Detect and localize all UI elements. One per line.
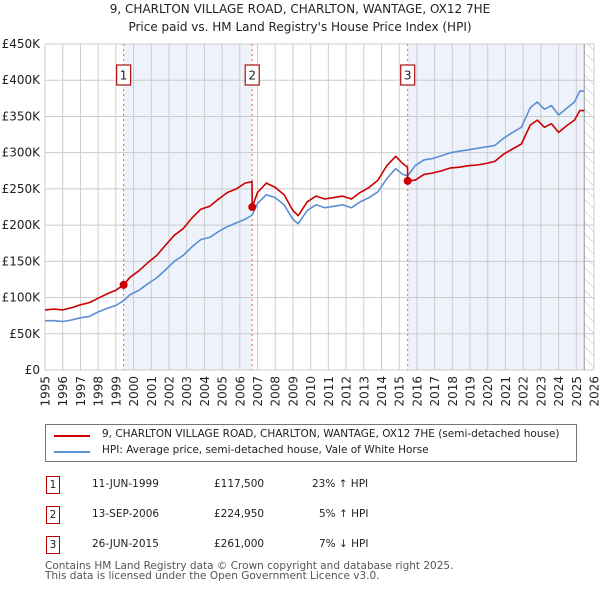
y-tick-label: £100K	[2, 291, 42, 305]
legend-label: HPI: Average price, semi-detached house,…	[102, 444, 429, 456]
sale-hpi-diff: 7% ↓ HPI	[319, 538, 369, 550]
forecast-hatch	[584, 44, 594, 370]
x-tick-label: 2014	[375, 376, 389, 407]
sale-number-badge: 3	[46, 536, 60, 554]
sale-price: £117,500	[214, 478, 265, 490]
sale-number-badge: 1	[46, 476, 60, 494]
x-tick-label: 2025	[570, 376, 584, 407]
x-tick-label: 2021	[499, 376, 513, 407]
sale-number-badge: 2	[46, 506, 60, 524]
y-tick-label: £250K	[2, 182, 42, 196]
x-tick-label: 2008	[269, 376, 283, 407]
attribution-line: Contains HM Land Registry data © Crown c…	[45, 560, 454, 572]
x-tick-label: 1996	[56, 376, 70, 407]
legend-swatch-price-paid	[54, 435, 90, 437]
sale-2-box	[244, 64, 260, 86]
x-tick-label: 2003	[180, 376, 194, 407]
sale-date: 13-SEP-2006	[92, 508, 160, 520]
x-tick-label: 2013	[357, 376, 371, 407]
x-tick-label: 1998	[92, 376, 106, 407]
x-tick-label: 2019	[464, 376, 478, 407]
x-tick-label: 2000	[127, 376, 141, 407]
y-tick-label: £300K	[2, 146, 42, 160]
sale-hpi-diff: 23% ↑ HPI	[312, 478, 369, 490]
x-tick-label: 2015	[393, 376, 407, 407]
x-tick-label: 2020	[481, 376, 495, 407]
x-tick-label: 2017	[428, 376, 442, 407]
x-tick-label: 1995	[39, 376, 53, 407]
sale-1-box-label: 1	[120, 69, 128, 83]
ownership-shade	[123, 44, 253, 370]
sale-3-box	[400, 64, 416, 86]
table-row: 2 13-SEP-2006 £224,950 5% ↑ HPI	[0, 506, 600, 524]
sale-3-box-label: 3	[404, 69, 412, 83]
x-tick-label: 2010	[304, 376, 318, 407]
chart-subtitle: Price paid vs. HM Land Registry's House …	[128, 20, 472, 34]
sale-price: £261,000	[214, 538, 265, 550]
x-tick-label: 2009	[286, 376, 300, 407]
licence-line: This data is licensed under the Open Gov…	[45, 570, 380, 582]
y-tick-label: £150K	[2, 254, 42, 268]
x-tick-label: 1997	[74, 376, 88, 407]
sale-3-point	[403, 176, 412, 185]
sale-3-label-box: 3	[400, 64, 416, 86]
sale-hpi-diff: 5% ↑ HPI	[319, 508, 369, 520]
x-tick-label: 2012	[340, 376, 354, 407]
y-tick-label: £350K	[2, 109, 42, 123]
sale-2-box-label: 2	[248, 69, 256, 83]
table-row: 3 26-JUN-2015 £261,000 7% ↓ HPI	[0, 536, 600, 554]
y-tick-label: £450K	[2, 37, 42, 51]
x-tick-label: 2016	[410, 376, 424, 407]
x-tick-label: 2004	[198, 376, 212, 407]
x-tick-label: 2001	[145, 376, 159, 407]
x-tick-label: 2018	[446, 376, 460, 407]
sale-date: 11-JUN-1999	[92, 478, 159, 490]
ownership-shade	[407, 44, 585, 370]
y-tick-label: £0	[25, 363, 40, 377]
x-tick-label: 2006	[233, 376, 247, 407]
chart-title: 9, CHARLTON VILLAGE ROAD, CHARLTON, WANT…	[109, 2, 491, 16]
x-tick-label: 2022	[517, 376, 531, 407]
legend-swatch-hpi	[54, 451, 90, 453]
x-tick-label: 2007	[251, 376, 265, 407]
series-hpi-line	[45, 90, 585, 323]
sale-price: £224,950	[214, 508, 265, 520]
attribution-footer: Contains HM Land Registry data © Crown c…	[45, 560, 454, 582]
x-tick-label: 2002	[162, 376, 176, 407]
x-tick-label: 2026	[588, 376, 600, 407]
y-tick-label: £400K	[2, 73, 42, 87]
sale-2-label-box: 2	[244, 64, 260, 86]
sale-1-point	[119, 280, 128, 289]
sale-1-label-box: 1	[116, 64, 132, 86]
chart-legend: 9, CHARLTON VILLAGE ROAD, CHARLTON, WANT…	[45, 424, 577, 462]
series-price_paid-line	[44, 109, 585, 311]
x-tick-label: 1999	[109, 376, 123, 407]
x-tick-label: 2024	[552, 376, 566, 407]
sale-2-point	[248, 203, 257, 212]
legend-label: 9, CHARLTON VILLAGE ROAD, CHARLTON, WANT…	[102, 428, 560, 440]
y-tick-label: £50K	[9, 327, 41, 341]
sale-date: 26-JUN-2015	[92, 538, 159, 550]
y-tick-label: £200K	[2, 218, 42, 232]
table-row: 1 11-JUN-1999 £117,500 23% ↑ HPI	[0, 476, 600, 494]
x-tick-label: 2005	[216, 376, 230, 407]
x-tick-label: 2011	[322, 376, 336, 407]
price-chart: 1 2 3 £0 £50K £100K £150K £200K £250K £300K £350K…	[2, 37, 600, 407]
x-tick-label: 2023	[534, 376, 548, 407]
sale-1-box	[116, 64, 132, 86]
